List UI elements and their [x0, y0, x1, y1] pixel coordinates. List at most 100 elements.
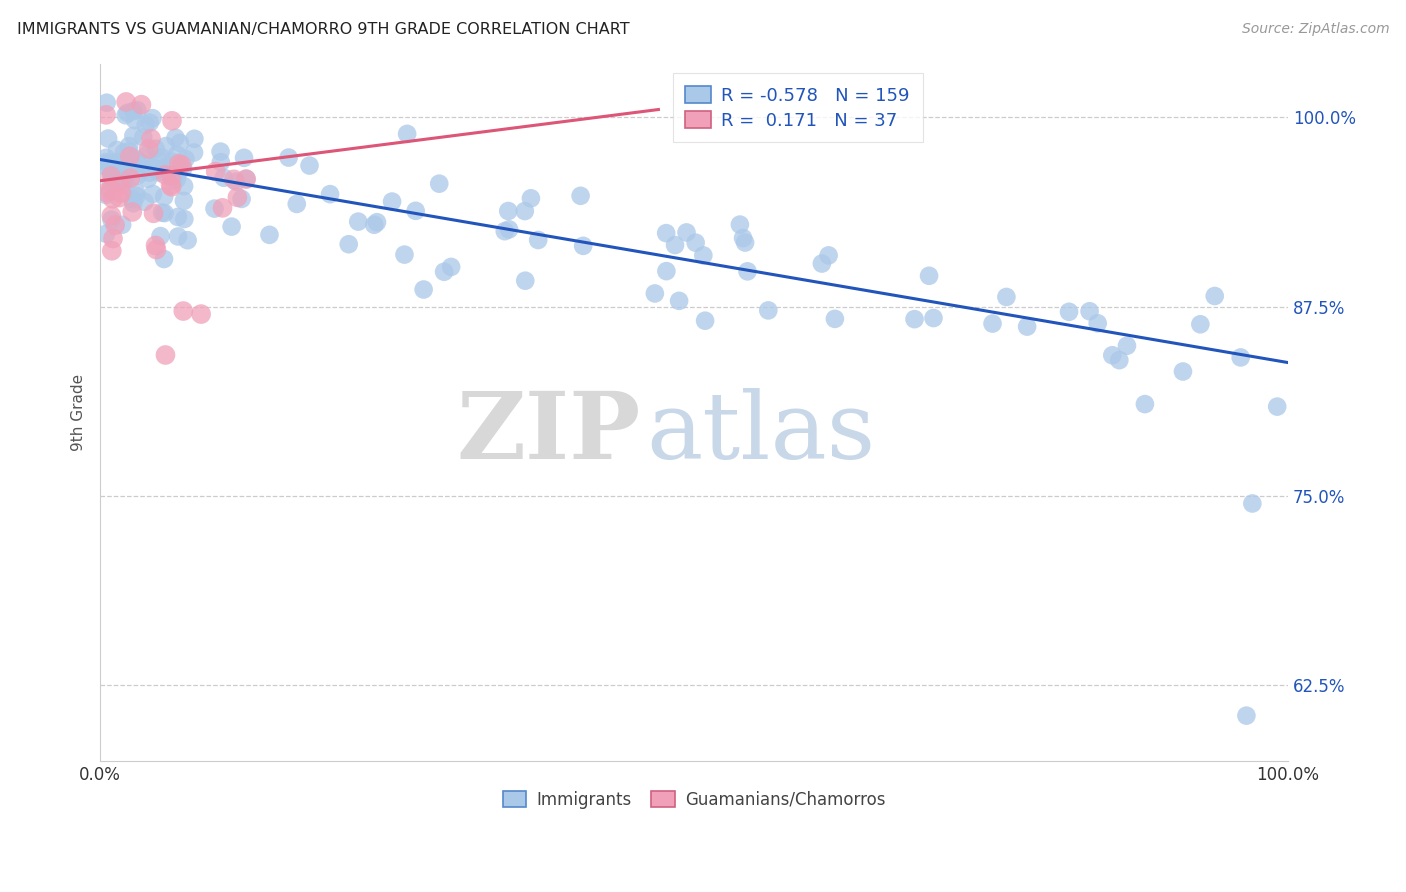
Point [122, 128, 145, 143]
Point [231, 192, 253, 206]
Point [285, 197, 308, 211]
Point [298, 159, 321, 173]
Point [221, 219, 243, 234]
Point [134, 194, 156, 209]
Text: Source: ZipAtlas.com: Source: ZipAtlas.com [1241, 22, 1389, 37]
Point [141, 111, 163, 125]
Point [204, 202, 226, 216]
Point [1017, 319, 1039, 334]
Point [121, 192, 143, 206]
Point [918, 268, 941, 283]
Point [101, 244, 124, 258]
Point [433, 265, 456, 279]
Point [981, 317, 1004, 331]
Point [100, 209, 122, 223]
Point [498, 204, 520, 219]
Point [163, 169, 186, 184]
Point [347, 214, 370, 228]
Point [127, 169, 149, 183]
Point [100, 183, 122, 197]
Point [118, 145, 141, 159]
Point [103, 175, 125, 189]
Point [131, 97, 153, 112]
Point [122, 196, 145, 211]
Point [1116, 339, 1139, 353]
Point [995, 290, 1018, 304]
Point [235, 172, 257, 186]
Point [120, 171, 142, 186]
Point [153, 252, 176, 266]
Point [225, 175, 247, 189]
Point [233, 151, 256, 165]
Point [94, 227, 117, 241]
Point [396, 127, 419, 141]
Point [169, 136, 191, 150]
Point [105, 155, 128, 169]
Point [155, 168, 177, 182]
Point [148, 165, 170, 179]
Point [112, 145, 135, 160]
Point [728, 218, 751, 232]
Point [100, 176, 122, 190]
Point [139, 132, 162, 146]
Point [277, 151, 299, 165]
Point [204, 164, 226, 178]
Point [366, 215, 388, 229]
Point [176, 233, 198, 247]
Point [145, 238, 167, 252]
Point [381, 194, 404, 209]
Point [124, 113, 146, 128]
Point [1108, 353, 1130, 368]
Point [110, 186, 132, 200]
Point [692, 248, 714, 262]
Point [569, 189, 592, 203]
Point [142, 186, 165, 201]
Point [138, 166, 160, 180]
Point [125, 186, 148, 200]
Point [226, 190, 249, 204]
Point [153, 206, 176, 220]
Point [515, 274, 537, 288]
Point [1101, 348, 1123, 362]
Point [222, 172, 245, 186]
Point [209, 155, 232, 169]
Point [394, 247, 416, 261]
Point [104, 218, 127, 232]
Point [112, 167, 135, 181]
Point [101, 231, 124, 245]
Point [1078, 304, 1101, 318]
Point [108, 158, 131, 172]
Point [96, 160, 118, 174]
Point [190, 307, 212, 321]
Point [136, 172, 159, 186]
Point [107, 163, 129, 178]
Point [127, 103, 149, 117]
Point [166, 210, 188, 224]
Point [155, 161, 177, 175]
Point [1133, 397, 1156, 411]
Point [405, 203, 427, 218]
Point [162, 154, 184, 169]
Point [138, 142, 160, 156]
Point [114, 175, 136, 189]
Point [527, 233, 550, 247]
Point [105, 143, 128, 157]
Point [155, 348, 177, 362]
Point [664, 238, 686, 252]
Point [1171, 364, 1194, 378]
Point [363, 218, 385, 232]
Point [101, 192, 124, 206]
Point [183, 132, 205, 146]
Point [162, 173, 184, 187]
Point [319, 187, 342, 202]
Point [121, 153, 143, 167]
Point [114, 108, 136, 122]
Point [124, 161, 146, 175]
Point [103, 162, 125, 177]
Point [160, 113, 183, 128]
Point [146, 162, 169, 177]
Point [903, 312, 925, 326]
Point [440, 260, 463, 274]
Point [167, 157, 190, 171]
Point [145, 243, 167, 257]
